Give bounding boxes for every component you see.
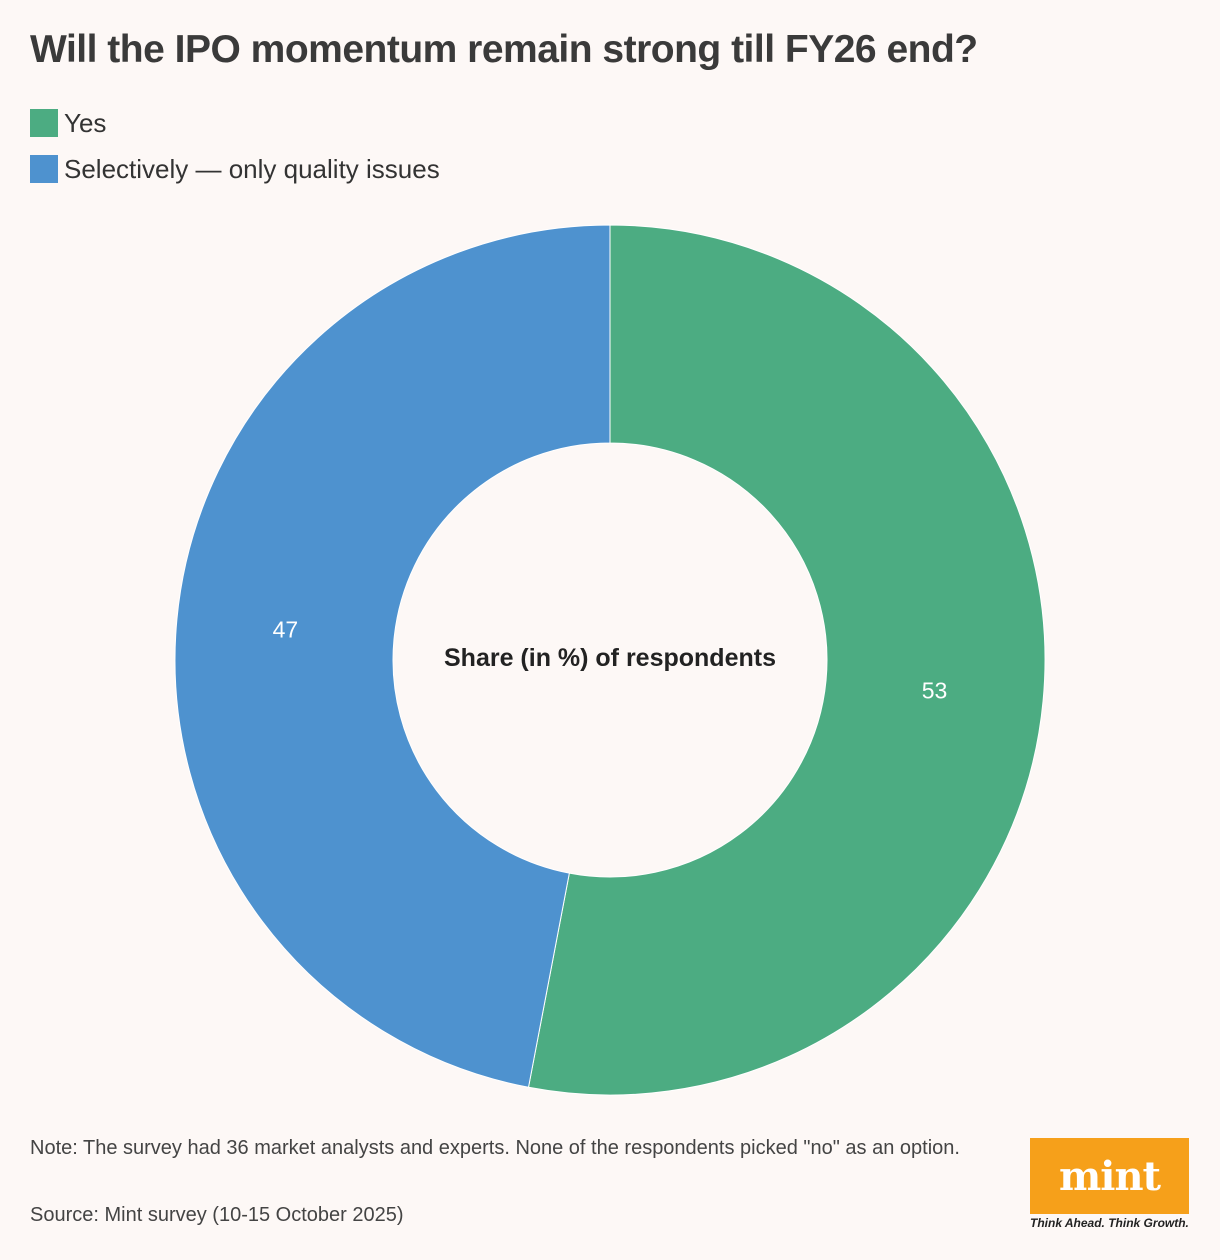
legend-label-yes: Yes	[64, 107, 107, 138]
legend-item-selectively: Selectively — only quality issues	[30, 146, 440, 192]
donut-slices	[174, 224, 1046, 1096]
legend: Yes Selectively — only quality issues	[30, 100, 440, 192]
data-label-selectively: 47	[273, 616, 299, 642]
mint-logo: mint	[1030, 1138, 1189, 1214]
legend-item-yes: Yes	[30, 100, 440, 146]
data-label-yes: 53	[922, 678, 948, 704]
logo-text: mint	[1058, 1152, 1161, 1200]
data-labels: 53 47	[273, 616, 948, 703]
logo-tagline: Think Ahead. Think Growth.	[1030, 1216, 1189, 1230]
source-line: Source: Mint survey (10-15 October 2025)	[30, 1204, 404, 1226]
legend-swatch-selectively	[30, 155, 58, 183]
slice-selectively	[174, 224, 611, 1088]
chart-title: Will the IPO momentum remain strong till…	[30, 28, 978, 71]
slice-yes	[527, 224, 1046, 1096]
legend-swatch-yes	[30, 109, 58, 137]
legend-label-selectively: Selectively — only quality issues	[64, 153, 440, 184]
center-label: Share (in %) of respondents	[444, 644, 776, 672]
footnote: Note: The survey had 36 market analysts …	[30, 1137, 960, 1159]
